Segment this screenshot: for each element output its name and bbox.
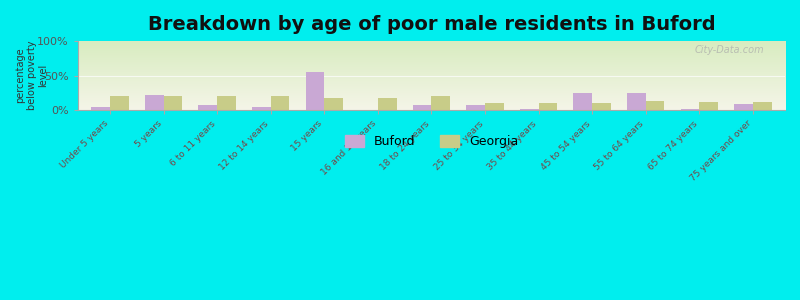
Bar	[324, 98, 343, 110]
Bar	[574, 93, 592, 110]
Bar	[753, 102, 772, 110]
Bar	[110, 96, 129, 110]
Bar	[217, 96, 236, 110]
Bar	[538, 103, 558, 110]
Bar	[485, 103, 504, 110]
Bar	[270, 96, 290, 110]
Bar	[378, 98, 397, 110]
Bar	[627, 93, 646, 110]
Legend: Buford, Georgia: Buford, Georgia	[340, 130, 523, 153]
Text: City-Data.com: City-Data.com	[694, 45, 764, 55]
Bar	[306, 72, 324, 110]
Bar	[734, 104, 753, 110]
Bar	[413, 105, 431, 110]
Y-axis label: percentage
below poverty
level: percentage below poverty level	[15, 41, 48, 110]
Bar	[163, 96, 182, 110]
Bar	[699, 102, 718, 110]
Bar	[520, 109, 538, 110]
Bar	[145, 95, 163, 110]
Bar	[431, 96, 450, 110]
Title: Breakdown by age of poor male residents in Buford: Breakdown by age of poor male residents …	[147, 15, 715, 34]
Bar	[252, 107, 270, 110]
Bar	[91, 107, 110, 110]
Bar	[681, 109, 699, 110]
Bar	[646, 101, 665, 110]
Bar	[592, 103, 611, 110]
Bar	[198, 105, 217, 110]
Bar	[466, 105, 485, 110]
